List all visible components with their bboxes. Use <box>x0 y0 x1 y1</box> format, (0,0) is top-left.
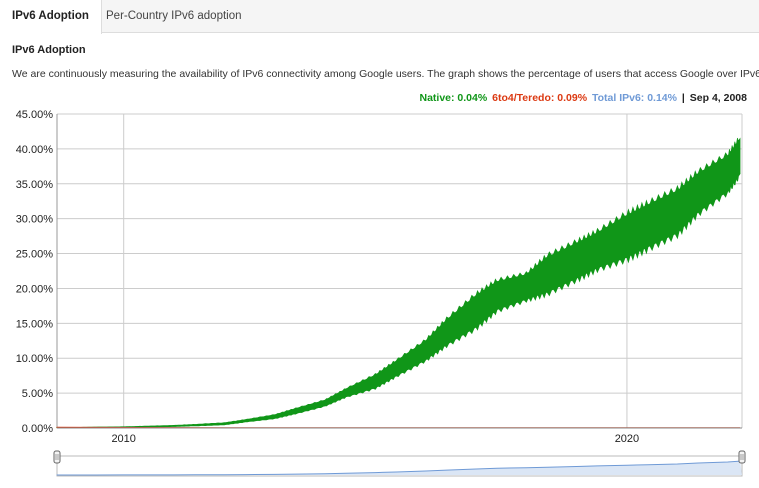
legend-native: Native: 0.04% <box>419 92 488 104</box>
x-tick-label: 2010 <box>111 433 135 445</box>
y-tick-label: 20.00% <box>16 283 54 295</box>
ipv6-adoption-chart[interactable]: 0.00% 5.00% 10.00% 15.00% 20.00% 25.00% 30.00%… <box>0 104 759 488</box>
navigator-line <box>56 460 741 476</box>
tab-ipv6-adoption[interactable]: IPv6 Adoption <box>0 0 102 34</box>
y-tick-label: 15.00% <box>16 318 54 330</box>
y-tick-label: 10.00% <box>16 353 54 365</box>
tab-per-country-ipv6-adoption[interactable]: Per-Country IPv6 adoption <box>106 10 242 22</box>
chart-svg[interactable]: 0.00% 5.00% 10.00% 15.00% 20.00% 25.00% 30.00%… <box>0 104 759 488</box>
chart-legend: Native: 0.04% 6to4/Teredo: 0.09% Total I… <box>418 92 748 104</box>
y-tick-label: 25.00% <box>16 249 54 261</box>
y-tick-label: 45.00% <box>16 109 54 121</box>
series-native-line <box>56 172 741 429</box>
tab-bar: IPv6 Adoption Per-Country IPv6 adoption <box>0 0 759 34</box>
legend-teredo: 6to4/Teredo: 0.09% <box>492 92 588 104</box>
description-text: We are continuously measuring the availa… <box>12 68 759 80</box>
y-tick-label: 5.00% <box>22 388 53 400</box>
y-tick-label: 40.00% <box>16 144 54 156</box>
y-tick-label: 0.00% <box>22 423 53 435</box>
navigator-handle-left[interactable] <box>53 450 61 464</box>
navigator-handle-right[interactable] <box>738 450 746 464</box>
navigator-area <box>56 461 743 475</box>
legend-date: Sep 4, 2008 <box>689 92 747 104</box>
y-tick-label: 35.00% <box>16 179 54 191</box>
legend-separator: | <box>681 92 685 104</box>
section-title: IPv6 Adoption <box>12 44 86 56</box>
legend-total: Total IPv6: 0.14% <box>591 92 677 104</box>
y-tick-label: 30.00% <box>16 214 54 226</box>
x-tick-label: 2020 <box>615 433 639 445</box>
plot-area <box>57 114 742 428</box>
